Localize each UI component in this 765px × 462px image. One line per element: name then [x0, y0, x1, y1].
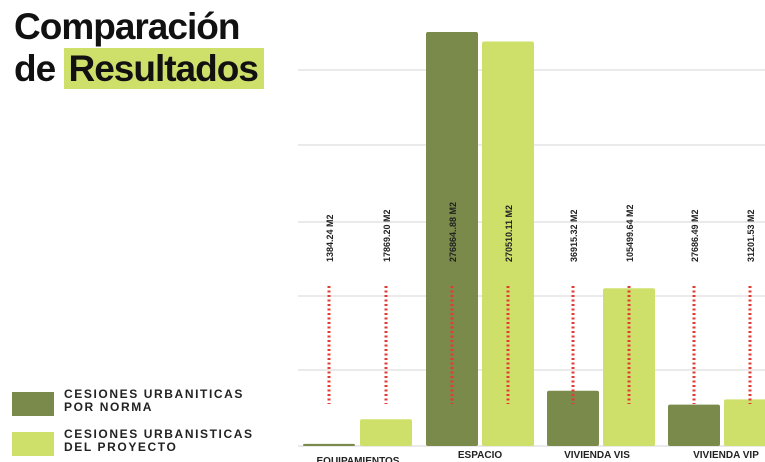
category-label-2: VIVIENDA VIS — [564, 450, 630, 461]
category-label-3: VIVIENDA VIP — [693, 450, 759, 461]
category-label-0: EQUIPAMIENTOS — [317, 456, 400, 462]
bar-equipamientos-norma — [303, 443, 355, 446]
data-label-0-1: 17869.20 M2 — [382, 209, 392, 262]
bar-vivienda-vip-proyecto — [724, 399, 765, 446]
legend-label-proyecto: CESIONES URBANISTICAS DEL PROYECTO — [64, 427, 254, 454]
legend-swatch-norma — [12, 392, 54, 416]
legend-swatch-proyecto — [12, 432, 54, 456]
bar-espacio-proyecto — [482, 41, 534, 446]
data-label-0-0: 1384.24 M2 — [325, 214, 335, 262]
title-prefix: de — [14, 48, 56, 89]
bar-vivienda-vip-norma — [668, 404, 720, 446]
data-label-2-1: 105499.64 M2 — [625, 204, 635, 262]
bar-vivienda-vis-norma — [547, 390, 599, 446]
legend-label-norma: CESIONES URBANITICAS POR NORMA — [64, 387, 245, 414]
data-label-2-0: 36915.32 M2 — [569, 209, 579, 262]
data-label-1-0: 276864..88 M2 — [448, 202, 458, 262]
data-label-3-1: 31201.53 M2 — [746, 209, 756, 262]
data-label-3-0: 27686.49 M2 — [690, 209, 700, 262]
legend-item-norma: CESIONES URBANITICAS POR NORMA — [12, 388, 272, 422]
title-highlight: Resultados — [64, 48, 264, 89]
legend-item-proyecto: CESIONES URBANISTICAS DEL PROYECTO — [12, 428, 272, 462]
chart-title: Comparación de Resultados — [14, 6, 264, 90]
bar-espacio-norma — [426, 32, 478, 446]
title-line-2: de Resultados — [14, 48, 264, 90]
category-label-1: ESPACIO — [458, 450, 502, 461]
data-label-1-1: 270510.11 M2 — [504, 205, 514, 262]
title-line-1: Comparación — [14, 6, 240, 47]
bar-equipamientos-proyecto — [360, 419, 412, 446]
